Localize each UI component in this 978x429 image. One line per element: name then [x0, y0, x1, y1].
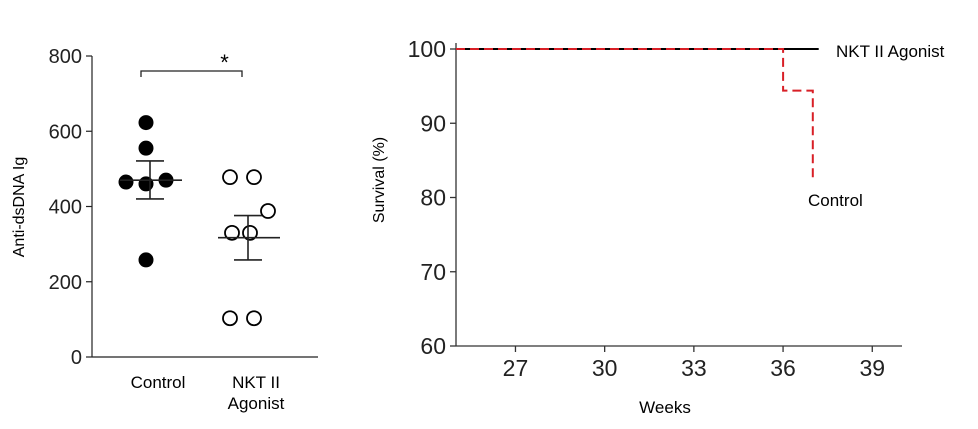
data-point	[138, 140, 154, 156]
data-point	[260, 203, 276, 219]
data-point	[222, 310, 238, 327]
x-tick-label: 33	[681, 355, 707, 381]
data-point	[246, 169, 262, 186]
data-point	[138, 176, 154, 192]
y-tick-label: 600	[49, 121, 82, 143]
y-tick-label: 800	[49, 46, 82, 68]
y-tick-label: 60	[420, 333, 446, 359]
x-tick-label: 30	[592, 355, 618, 381]
y-tick-label: 70	[420, 259, 446, 285]
y-axis-title: Survival (%)	[371, 137, 388, 223]
x-axis-title: Weeks	[639, 398, 691, 417]
dot-plot: 0 200 400 600 800 Anti-dsDNA Ig Control NKT II A…	[11, 46, 318, 413]
data-point	[118, 174, 134, 190]
y-tick-label: 90	[420, 110, 446, 136]
x-tick-label: 27	[503, 355, 529, 381]
x-tick-label: 36	[770, 355, 796, 381]
x-category-label: Agonist	[228, 394, 285, 413]
y-tick-label: 200	[49, 272, 82, 294]
survival-plot: 60 70 80 90 100 27 30 33 36 39 Survival (%) Weeks NK…	[371, 36, 945, 417]
significance-marker: *	[220, 50, 229, 75]
data-point	[224, 224, 240, 241]
y-axis-title: Anti-dsDNA Ig	[11, 157, 28, 257]
x-tick-label: 39	[859, 355, 885, 381]
x-category-label: Control	[131, 373, 186, 392]
y-tick-label: 100	[408, 36, 446, 62]
survival-line-control	[456, 48, 814, 179]
y-tick-label: 80	[420, 185, 446, 211]
y-tick-label: 0	[71, 347, 82, 369]
series-label-control: Control	[808, 191, 863, 210]
data-point	[246, 310, 262, 327]
data-point	[242, 224, 258, 241]
y-tick-label: 400	[49, 197, 82, 219]
x-category-label: NKT II	[232, 373, 280, 392]
data-point	[138, 115, 154, 131]
data-point	[138, 252, 154, 268]
series-label-nkt-ii-agonist: NKT II Agonist	[836, 42, 945, 61]
significance-bracket	[140, 70, 243, 77]
data-point	[222, 169, 238, 186]
